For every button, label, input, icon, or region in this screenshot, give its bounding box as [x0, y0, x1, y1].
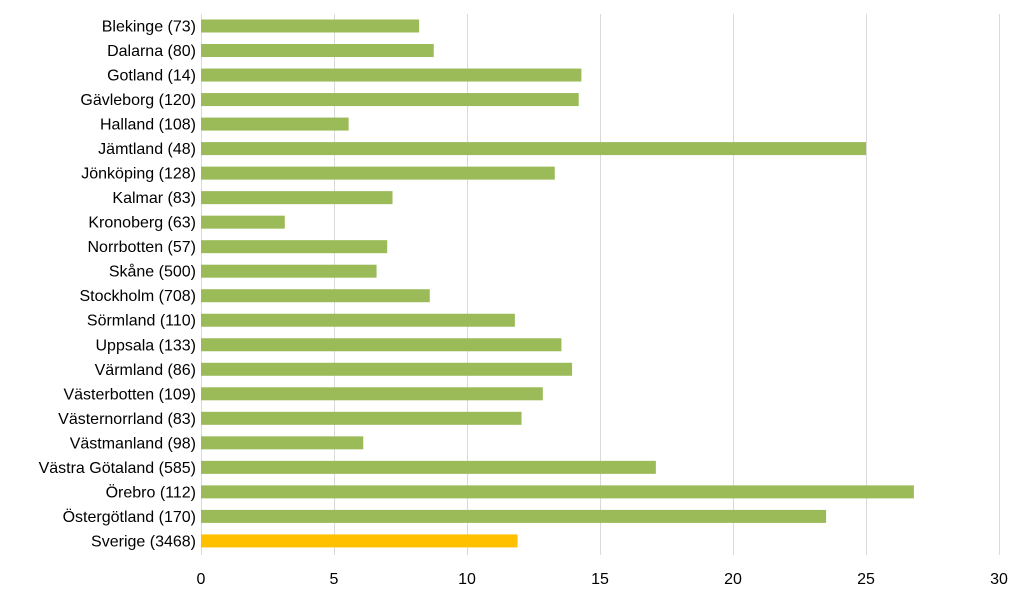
- bar: [201, 460, 656, 474]
- category-label: Norrbotten (57): [88, 239, 197, 256]
- category-label: Gotland (14): [107, 68, 196, 85]
- category-label: Kronoberg (63): [88, 215, 196, 232]
- bar: [201, 313, 515, 327]
- bar: [201, 436, 364, 450]
- x-tick-label: 15: [591, 571, 609, 588]
- bar-highlight: [201, 534, 518, 548]
- x-tick-label: 20: [724, 571, 742, 588]
- bar: [201, 509, 827, 523]
- category-label: Sverige (3468): [91, 533, 196, 550]
- bar: [201, 191, 393, 205]
- x-tick-label: 25: [857, 571, 875, 588]
- x-tick-label: 30: [990, 571, 1008, 588]
- category-label: Värmland (86): [95, 362, 196, 379]
- bar: [201, 338, 562, 352]
- category-label: Blekinge (73): [102, 19, 196, 36]
- bar: [201, 19, 420, 33]
- category-label: Västra Götaland (585): [39, 460, 196, 477]
- bar: [201, 215, 285, 229]
- category-label: Örebro (112): [106, 483, 196, 501]
- x-tick-label: 5: [330, 571, 339, 588]
- category-label: Sörmland (110): [87, 313, 196, 330]
- x-tick-labels: 0 5 10 15 20 25 30: [197, 571, 1008, 588]
- category-label: Jämtland (48): [98, 141, 196, 158]
- bar: [201, 68, 582, 82]
- category-label: Västmanland (98): [70, 435, 196, 452]
- category-label: Västerbotten (109): [63, 386, 196, 403]
- category-label: Halland (108): [100, 117, 196, 134]
- category-label: Dalarna (80): [107, 43, 196, 60]
- bar: [201, 264, 377, 278]
- bar-layer: [201, 19, 914, 548]
- bar: [201, 485, 914, 499]
- category-label: Skåne (500): [109, 263, 196, 281]
- bar: [201, 387, 543, 401]
- bar: [201, 142, 866, 156]
- category-label: Gävleborg (120): [80, 92, 196, 109]
- x-tick-label: 10: [458, 571, 476, 588]
- category-label: Västernorrland (83): [58, 411, 196, 428]
- category-label: Uppsala (133): [96, 337, 197, 354]
- category-label: Stockholm (708): [80, 288, 197, 305]
- category-label: Östergötland (170): [63, 508, 196, 526]
- bar: [201, 166, 555, 180]
- bar: [201, 362, 573, 376]
- bar: [201, 117, 349, 131]
- bar: [201, 44, 434, 58]
- x-tick-label: 0: [197, 571, 206, 588]
- bar: [201, 93, 579, 107]
- category-label: Jönköping (128): [81, 166, 196, 183]
- bar: [201, 289, 430, 303]
- category-labels: Blekinge (73) Dalarna (80) Gotland (14) Gäv…: [39, 19, 196, 551]
- bar: [201, 240, 388, 254]
- bar: [201, 411, 522, 425]
- category-label: Kalmar (83): [112, 190, 196, 207]
